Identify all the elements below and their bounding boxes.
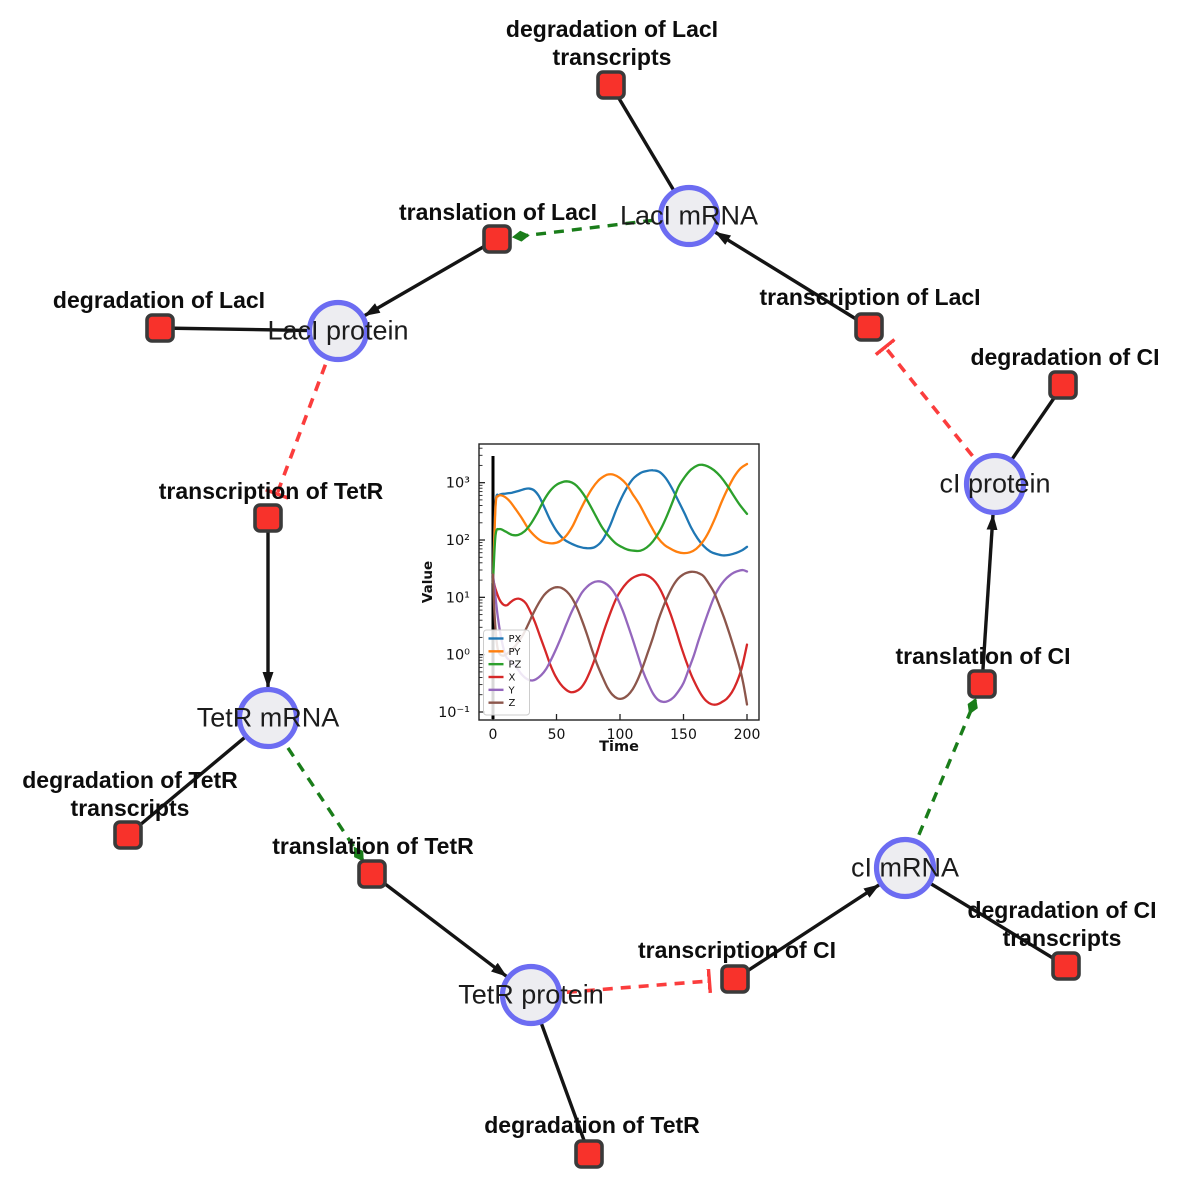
reaction-node-deg-tetr-tx [113, 820, 143, 850]
edge-inhibitor-laci-protein-to-transcr-tetr [277, 330, 340, 494]
y-axis-title: Value [420, 561, 436, 603]
reaction-node-deg-ci [1048, 370, 1078, 400]
reaction-node-transl-ci [967, 669, 997, 699]
legend-label-X: X [509, 673, 516, 684]
reaction-node-transl-tetr [357, 859, 387, 889]
species-node-tetr-protein [499, 963, 563, 1027]
y-tick-label: 10⁻¹ [438, 705, 470, 721]
species-node-laci-protein [306, 299, 370, 363]
x-tick-label: 150 [670, 727, 697, 743]
legend-label-Z: Z [509, 698, 516, 709]
reaction-node-transcr-ci [720, 964, 750, 994]
series-PY [491, 462, 749, 584]
edge-modifier-ci-mrna-to-transl-ci [903, 697, 978, 869]
series-X [491, 573, 749, 706]
species-node-laci-mrna [657, 184, 721, 248]
species-node-tetr-mrna [236, 686, 300, 750]
plot-frame [478, 443, 760, 721]
legend-label-PX: PX [509, 634, 522, 645]
series-lines [491, 462, 749, 706]
legend-label-Y: Y [508, 685, 516, 696]
edge-product-transcr-ci-to-ci-mrna [734, 883, 880, 981]
series-PX [491, 469, 749, 582]
x-tick-label: 100 [607, 727, 634, 743]
edge-reactant-ci-mrna-to-deg-ci-tx [904, 866, 1067, 968]
x-tick-label: 0 [489, 727, 498, 743]
legend-label-PY: PY [509, 647, 522, 658]
edge-inhibitor-ci-protein-to-transcr-laci [885, 347, 997, 486]
y-tick-label: 10⁰ [446, 648, 470, 664]
reaction-node-transcr-laci [854, 312, 884, 342]
reaction-node-deg-ci-tx [1051, 951, 1081, 981]
reaction-node-deg-tetr [574, 1139, 604, 1169]
species-node-ci-protein [963, 452, 1027, 516]
reaction-node-deg-laci [145, 313, 175, 343]
series-PZ [491, 463, 749, 584]
reaction-node-transcr-tetr [253, 503, 283, 533]
x-tick-label: 50 [548, 727, 566, 743]
chart-legend: PX PY PZ XYZ [483, 629, 530, 716]
y-tick-label: 10² [446, 533, 470, 549]
reaction-node-transl-laci [482, 224, 512, 254]
y-tick-label: 10³ [446, 476, 470, 492]
species-node-ci-mrna [873, 836, 937, 900]
legend-label-PZ: PZ [509, 660, 522, 671]
y-tick-label: 10¹ [446, 590, 470, 606]
reaction-node-deg-laci-tx [596, 70, 626, 100]
edge-product-transl-tetr-to-tetr-protein [370, 872, 508, 978]
edge-product-transl-ci-to-ci-protein [980, 513, 998, 685]
x-tick-label: 200 [734, 727, 761, 743]
edge-inhibitor-tetr-protein-to-transcr-ci [530, 981, 709, 997]
edge-modifier-laci-mrna-to-transl-laci [511, 214, 690, 242]
x-axis-title: Time [599, 739, 639, 755]
edge-product-transl-laci-to-laci-protein [363, 237, 498, 317]
edge-product-transcr-laci-to-laci-mrna [714, 230, 870, 329]
